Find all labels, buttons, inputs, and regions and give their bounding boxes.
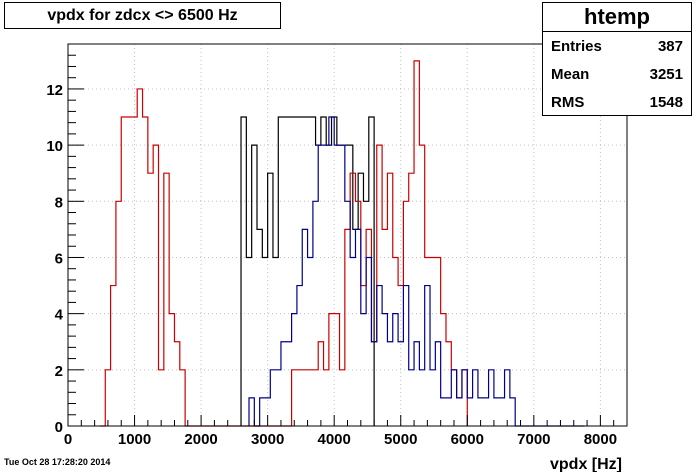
y-tick-label: 4 bbox=[55, 307, 64, 324]
series-layer bbox=[99, 60, 585, 427]
x-axis-label: vpdx [Hz] bbox=[550, 456, 622, 472]
stats-row-rms: RMS 1548 bbox=[543, 88, 691, 116]
x-tick-label: 3000 bbox=[251, 431, 284, 448]
x-tick-label: 4000 bbox=[318, 431, 351, 448]
stats-row-mean: Mean 3251 bbox=[543, 60, 691, 88]
x-tick-label: 7000 bbox=[517, 431, 550, 448]
axis-layer: 0 1000 2000 3000 4000 5000 6000 7000 8000 0 2 4 6 8 10… bbox=[46, 54, 617, 448]
stats-label: Entries bbox=[551, 37, 602, 55]
stats-box: htemp Entries 387 Mean 3251 RMS 1548 bbox=[542, 2, 692, 116]
y-tick-label: 10 bbox=[46, 138, 63, 155]
x-tick-label: 2000 bbox=[184, 431, 217, 448]
x-tick-label: 8000 bbox=[584, 431, 617, 448]
chart-title-box: vpdx for zdcx <> 6500 Hz bbox=[4, 2, 281, 29]
chart-title: vpdx for zdcx <> 6500 Hz bbox=[47, 6, 238, 24]
histogram-series bbox=[99, 60, 468, 427]
stats-label: Mean bbox=[551, 65, 590, 83]
stats-value: 387 bbox=[657, 37, 683, 55]
stats-value: 3251 bbox=[649, 65, 683, 83]
histogram-series bbox=[240, 116, 375, 426]
x-tick-label: 6000 bbox=[451, 431, 484, 448]
stats-name: htemp bbox=[543, 3, 691, 32]
datestamp: Tue Oct 28 17:28:20 2014 bbox=[4, 457, 111, 467]
histogram-series bbox=[248, 116, 585, 427]
stats-row-entries: Entries 387 bbox=[543, 32, 691, 60]
y-tick-label: 6 bbox=[55, 250, 63, 267]
y-tick-label: 8 bbox=[55, 194, 63, 211]
stats-label: RMS bbox=[551, 93, 585, 111]
y-tick-label: 12 bbox=[46, 82, 63, 99]
x-tick-label: 5000 bbox=[384, 431, 417, 448]
y-tick-label: 2 bbox=[55, 363, 63, 380]
y-tick-label: 0 bbox=[55, 419, 63, 436]
stats-value: 1548 bbox=[649, 93, 683, 111]
x-tick-label: 0 bbox=[64, 431, 72, 448]
x-tick-label: 1000 bbox=[118, 431, 151, 448]
